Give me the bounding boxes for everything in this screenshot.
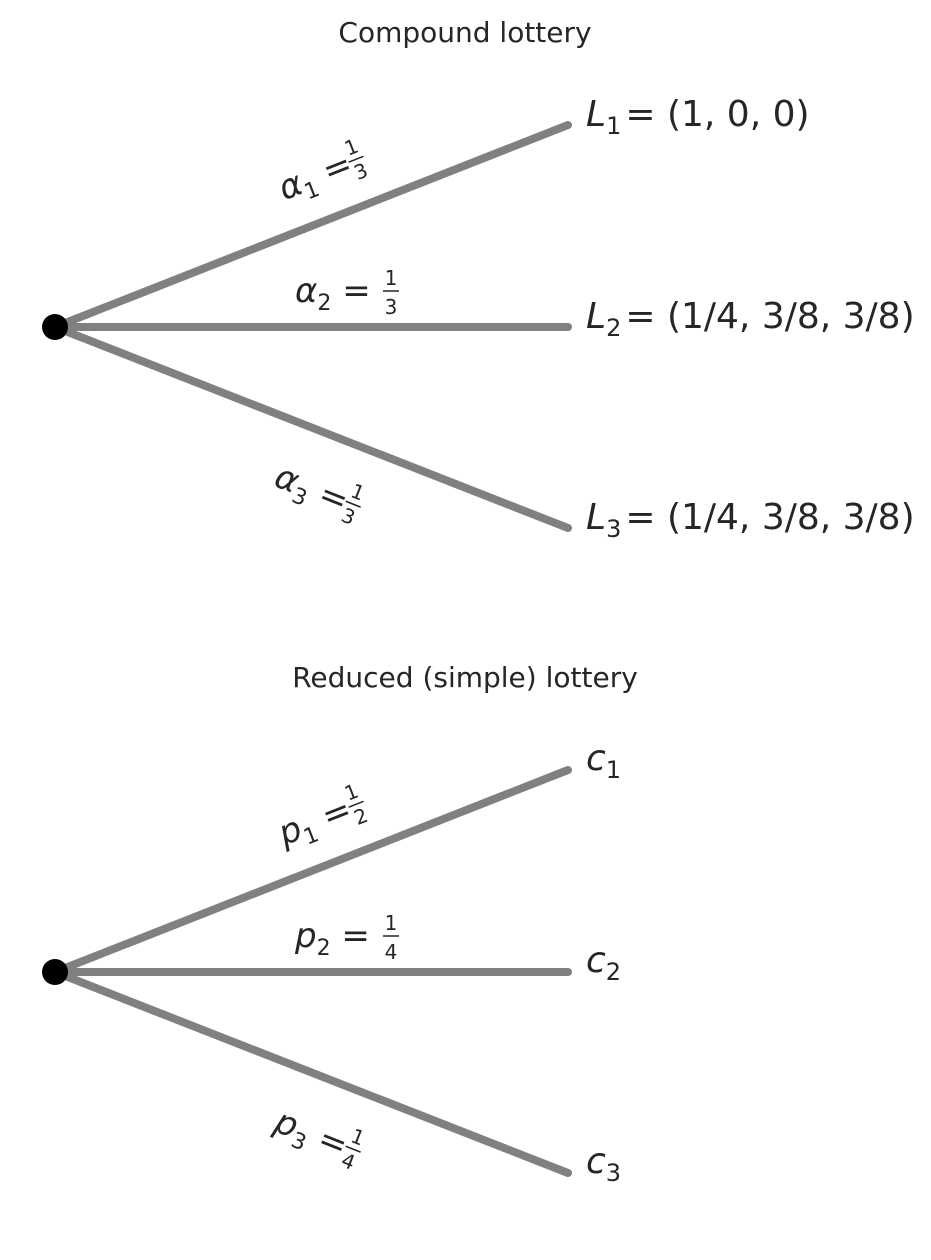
outcome-label-2: c2 (586, 940, 621, 986)
branch-prob-label-2: α2 = 1 3 (295, 266, 399, 319)
branch-prob-label-3: p3 = 1 4 (266, 1101, 368, 1175)
branch-prob-label-1: p1 = 1 2 (272, 779, 371, 859)
branch-prob-label-1: α1 = 1 3 (273, 134, 371, 209)
svg-text:1: 1 (385, 911, 398, 935)
branch-edge-3 (51, 323, 572, 532)
outcome-label-1: c1 (586, 738, 621, 784)
branch-edge-1 (51, 766, 572, 976)
compound-lottery-title: Compound lottery (338, 16, 591, 49)
svg-text:α2 =: α2 = (295, 271, 371, 316)
svg-text:p3 =: p3 = (266, 1101, 353, 1171)
branch-edge-1 (51, 121, 572, 331)
reduced-lottery-title: Reduced (simple) lottery (292, 661, 638, 694)
root-node (42, 314, 68, 340)
svg-text:4: 4 (385, 940, 398, 964)
outcome-label-3: c3 (586, 1141, 621, 1187)
branch-edge-3 (51, 968, 572, 1177)
svg-text:p1 =: p1 = (272, 789, 359, 859)
svg-text:p2 =: p2 = (294, 916, 370, 961)
reduced-lottery-diagram: Reduced (simple) lottery p1 = 1 2 p2 = 1… (42, 661, 638, 1187)
outcome-label-1: L1 = (1, 0, 0) (586, 94, 810, 140)
svg-text:3: 3 (385, 295, 398, 319)
root-node (42, 959, 68, 985)
outcome-label-2: L2 = (1/4, 3/8, 3/8) (586, 296, 915, 342)
compound-lottery-diagram: Compound lottery α1 = 1 3 α2 = 1 3 α3 = … (42, 16, 915, 543)
branch-prob-label-3: α3 = 1 3 (269, 456, 368, 529)
branch-prob-label-2: p2 = 1 4 (294, 911, 399, 964)
outcome-label-3: L3 = (1/4, 3/8, 3/8) (586, 497, 915, 543)
svg-text:1: 1 (385, 266, 398, 290)
